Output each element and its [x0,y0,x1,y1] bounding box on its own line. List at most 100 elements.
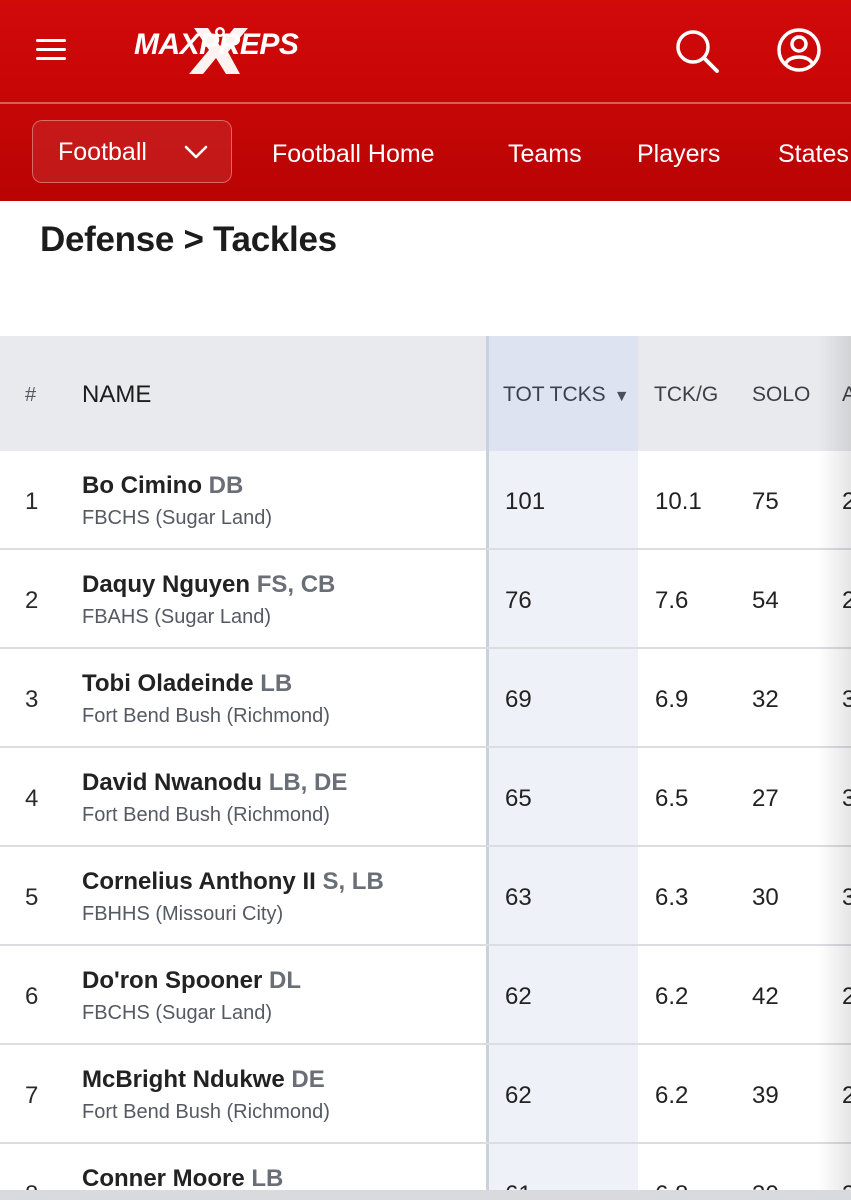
player-name: Tobi Oladeinde [82,670,254,697]
cell-solo: 39 [752,1082,779,1109]
player-name-link[interactable]: Do'ron Spooner DL [82,967,301,995]
sorted-column-header-highlight [486,336,638,451]
cell-tot-tcks: 62 [505,1082,532,1109]
cell-solo: 42 [752,983,779,1010]
player-position: DL [269,967,302,994]
user-account-icon[interactable] [773,24,825,76]
page-title: Defense > Tackles [40,220,337,259]
cell-solo: 32 [752,686,779,713]
player-school[interactable]: Fort Bend Bush (Richmond) [82,705,330,727]
table-row[interactable]: 7 McBright Ndukwe DE Fort Bend Bush (Ric… [0,1045,851,1144]
player-name-link[interactable]: Conner Moore LB [82,1165,283,1193]
player-name-link[interactable]: McBright Ndukwe DE [82,1066,325,1094]
player-position: LB [260,670,293,697]
cell-tck-per-game: 6.3 [655,884,689,911]
bottom-scrollbar[interactable] [0,1190,851,1200]
cell-ast: 2 [842,1082,851,1110]
cell-solo: 75 [752,488,779,515]
table-row[interactable]: 4 David Nwanodu LB, DE Fort Bend Bush (R… [0,748,851,847]
nav-football-home[interactable]: Football Home [272,140,435,168]
row-rank: 1 [25,488,39,515]
player-position: FS, CB [256,571,336,598]
sport-select-label: Football [58,138,147,166]
header-ast[interactable]: A [842,336,851,451]
player-school[interactable]: Fort Bend Bush (Richmond) [82,804,330,826]
header-tot-tcks[interactable]: TOT TCKS ▼ [503,336,630,451]
cell-tck-per-game: 6.2 [655,1082,689,1109]
player-name: Daquy Nguyen [82,571,251,598]
table-row[interactable]: 5 Cornelius Anthony II S, LB FBHHS (Miss… [0,847,851,946]
row-rank: 3 [25,686,39,713]
sport-subnav: Football Football Home Teams Players Sta… [0,102,851,201]
player-name-link[interactable]: Daquy Nguyen FS, CB [82,571,335,599]
logo-text: MAXPREPS [134,28,299,61]
player-name-link[interactable]: David Nwanodu LB, DE [82,769,347,797]
table-row[interactable]: 3 Tobi Oladeinde LB Fort Bend Bush (Rich… [0,649,851,748]
table-row[interactable]: 1 Bo Cimino DB FBCHS (Sugar Land) 101 10… [0,451,851,550]
nav-players[interactable]: Players [637,140,721,168]
row-rank: 6 [25,983,39,1010]
player-school[interactable]: FBCHS (Sugar Land) [82,507,273,529]
header-solo[interactable]: SOLO [752,383,811,406]
player-position: S, LB [322,868,384,895]
table-row[interactable]: 6 Do'ron Spooner DL FBCHS (Sugar Land) 6… [0,946,851,1045]
cell-tck-per-game: 7.6 [655,587,689,614]
cell-solo: 27 [752,785,779,812]
cell-tck-per-game: 10.1 [655,488,702,515]
header-rank: # [25,384,37,406]
cell-solo: 30 [752,884,779,911]
row-rank: 7 [25,1082,39,1109]
cell-tot-tcks: 101 [505,488,546,515]
frozen-column-divider [486,336,489,1200]
cell-tot-tcks: 76 [505,587,532,614]
cell-ast: 2 [842,983,851,1011]
player-name-link[interactable]: Tobi Oladeinde LB [82,670,292,698]
header-tot-tcks-label: TOT TCKS [503,383,606,406]
player-name-link[interactable]: Bo Cimino DB [82,472,243,500]
header-name[interactable]: NAME [82,381,152,408]
player-name-link[interactable]: Cornelius Anthony II S, LB [82,868,384,896]
cell-tot-tcks: 65 [505,785,532,812]
cell-tck-per-game: 6.9 [655,686,689,713]
player-school[interactable]: FBHHS (Missouri City) [82,903,284,925]
header-tck-per-game[interactable]: TCK/G [654,383,719,406]
cell-ast: 3 [842,785,851,813]
player-position: DE [291,1066,325,1093]
player-name: Cornelius Anthony II [82,868,316,895]
cell-tot-tcks: 62 [505,983,532,1010]
player-name: Bo Cimino [82,472,202,499]
search-icon[interactable] [670,24,722,76]
player-name: Conner Moore [82,1165,245,1192]
sport-select-dropdown[interactable]: Football [32,120,232,183]
cell-ast: 2 [842,587,851,615]
chevron-down-icon [184,145,208,159]
player-school[interactable]: FBAHS (Sugar Land) [82,606,271,628]
player-name: Do'ron Spooner [82,967,263,994]
cell-tck-per-game: 6.5 [655,785,689,812]
player-school[interactable]: FBCHS (Sugar Land) [82,1002,273,1024]
cell-ast: 3 [842,884,851,912]
sorted-column-highlight [486,336,638,1200]
player-position: DB [208,472,244,499]
player-position: LB [251,1165,284,1192]
maxpreps-logo[interactable]: MAXPREPS [134,22,324,78]
table-row[interactable]: 2 Daquy Nguyen FS, CB FBAHS (Sugar Land)… [0,550,851,649]
hamburger-menu-icon[interactable] [36,37,66,63]
cell-tot-tcks: 63 [505,884,532,911]
row-rank: 4 [25,785,39,812]
cell-tot-tcks: 69 [505,686,532,713]
nav-states[interactable]: States [778,140,849,168]
table-header [0,336,851,451]
nav-teams[interactable]: Teams [508,140,582,168]
cell-tck-per-game: 6.2 [655,983,689,1010]
player-position: LB, DE [268,769,348,796]
row-rank: 2 [25,587,39,614]
player-name: McBright Ndukwe [82,1066,285,1093]
player-school[interactable]: Fort Bend Bush (Richmond) [82,1101,330,1123]
horizontal-scroll-shadow [818,336,851,1200]
cell-ast: 3 [842,686,851,714]
stats-table: # NAME TOT TCKS ▼ TCK/G SOLO A 1 Bo Cimin… [0,336,851,1200]
player-name: David Nwanodu [82,769,263,796]
row-rank: 5 [25,884,39,911]
logo-x-mark [189,27,248,74]
